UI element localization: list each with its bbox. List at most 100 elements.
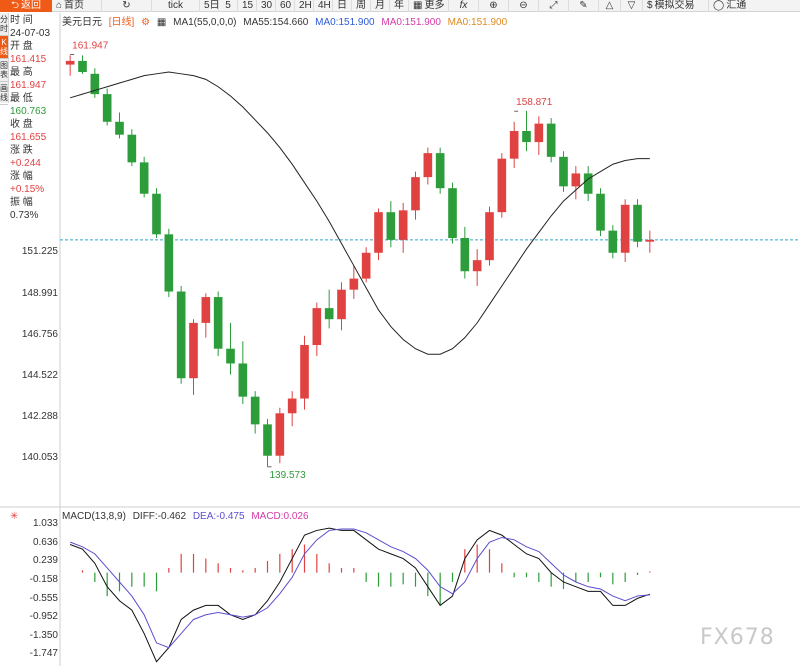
period-tab-2[interactable]: 15 [238, 0, 257, 12]
macd-diff: DIFF:-0.462 [132, 511, 187, 522]
home-button[interactable]: ⌂ 首页 [52, 0, 102, 12]
fullscreen-icon: ⤢ [549, 0, 558, 11]
ma0-label-1: MA0:151.900 [315, 17, 375, 28]
macd-tick-label: 0.239 [32, 555, 58, 567]
change-label: 涨 跌 [10, 145, 33, 156]
triangle-down-icon: ▽ [627, 0, 636, 11]
period-tab-4[interactable]: 60 [276, 0, 295, 12]
refresh-icon: ↻ [122, 0, 131, 11]
period-label: [日线] [108, 17, 135, 28]
ma55-line [70, 71, 650, 355]
candle-body [176, 291, 186, 379]
macd-name: MACD(13,8,9) [62, 511, 126, 522]
close-label: 收 盘 [10, 119, 33, 130]
price-tick-label: 151.225 [21, 246, 58, 258]
sim-trade-button[interactable]: $ 模拟交易 [643, 0, 709, 12]
period-tab-8[interactable]: 周 [352, 0, 371, 12]
period-tab-6[interactable]: 4H [314, 0, 333, 12]
candle-body [485, 212, 494, 261]
candle-body [361, 252, 371, 279]
ma1-label: MA1(55,0,0,0) [173, 17, 237, 28]
macd-dea: DEA:-0.475 [192, 511, 245, 522]
candle-body [127, 134, 137, 163]
low-label: 最 低 [10, 93, 33, 104]
side-tab-draw[interactable]: 画线 [0, 82, 8, 105]
candle-body [386, 212, 396, 240]
period-tab-5[interactable]: 2H [295, 0, 314, 12]
zoom-in-button[interactable]: ⊕ [479, 0, 509, 12]
watermark: FX678 [700, 625, 775, 650]
huitong-button[interactable]: ◯ 汇通 [713, 0, 747, 11]
fullscreen-button[interactable]: ⤢ [539, 0, 569, 12]
side-tabs: 分时 K线 图表 画线 [0, 13, 9, 105]
macd-tick-label: -1.350 [29, 629, 58, 641]
dea-line [69, 528, 650, 649]
period-tab-9[interactable]: 月 [371, 0, 390, 12]
pencil-icon: ✎ [579, 0, 588, 11]
macd-settings-icon[interactable]: ✳ [10, 511, 19, 522]
zoom-out-button[interactable]: ⊖ [509, 0, 539, 12]
candle-body [300, 345, 309, 399]
ma55-label: MA55:154.660 [243, 17, 309, 28]
change-value: +0.244 [10, 158, 41, 169]
period-tab-3[interactable]: 30 [257, 0, 276, 12]
time-label: 时 间 [10, 15, 33, 26]
price-tick-label: 148.991 [21, 287, 58, 299]
amp-label: 振 幅 [10, 197, 33, 208]
period-tab-7[interactable]: 日 [333, 0, 352, 12]
candle-body [78, 60, 87, 72]
more-button[interactable]: ▦ 更多 [409, 0, 449, 12]
triangle-down-button[interactable]: ▽ [621, 0, 643, 12]
period-tab-1[interactable]: 5 [219, 0, 238, 12]
candle-body [189, 322, 198, 379]
candle-body [534, 123, 544, 143]
refresh-button[interactable]: ↻ [102, 0, 152, 12]
candle-body [583, 173, 593, 194]
draw-line-button[interactable]: ✎ [569, 0, 599, 12]
annotation-label: 139.573 [270, 470, 307, 481]
settings-icon[interactable]: ⚙ [141, 17, 151, 28]
price-tick-label: 140.053 [21, 452, 58, 464]
candle-body [349, 278, 359, 290]
ma-indicator-icon[interactable]: ▦ [156, 17, 167, 28]
candle-body [287, 398, 297, 414]
high-value: 161.947 [10, 80, 47, 91]
side-tab-kline[interactable]: K线 [0, 36, 8, 59]
candle-body [263, 424, 272, 456]
candle-body [65, 60, 75, 65]
price-tick-label: 146.756 [21, 328, 58, 340]
macd-tick-label: -0.555 [29, 592, 58, 604]
side-tab-chart[interactable]: 图表 [0, 59, 8, 82]
candle-body [398, 210, 408, 240]
candle-body [608, 230, 618, 253]
candle-body [522, 131, 531, 143]
quote-info-panel: 时 间 24-07-03 开 盘 161.415 最 高 161.947 最 低… [10, 14, 60, 222]
candle-body [546, 123, 556, 157]
side-tab-timeshare[interactable]: 分时 [0, 13, 8, 36]
close-value: 161.655 [10, 132, 47, 143]
candle-body [213, 297, 223, 349]
back-arrow-icon: ⮌ [10, 0, 19, 11]
candle-body [460, 238, 470, 272]
candle-body [337, 289, 346, 320]
candle-body [250, 396, 260, 425]
period-tab-0[interactable]: 5日 [200, 0, 220, 12]
candle-body [448, 188, 457, 239]
home-icon: ⌂ [56, 0, 63, 11]
period-tab-10[interactable]: 年 [390, 0, 409, 12]
macd-tick-label: 0.636 [32, 536, 58, 548]
dollar-icon: $ [647, 0, 653, 11]
candle-body [435, 153, 445, 189]
ma0-label-2: MA0:151.900 [381, 17, 441, 28]
open-label: 开 盘 [10, 41, 33, 52]
price-tick-label: 144.522 [21, 369, 58, 381]
indicator-fx-button[interactable]: fx [449, 0, 479, 12]
back-button[interactable]: ⮌ 返回 [0, 0, 52, 12]
period-tick[interactable]: tick [152, 0, 200, 12]
price-tick-label: 142.288 [21, 411, 58, 423]
triangle-up-button[interactable]: △ [599, 0, 621, 12]
candle-body [571, 173, 581, 187]
candle-body [559, 156, 568, 187]
candle-body [472, 260, 482, 272]
